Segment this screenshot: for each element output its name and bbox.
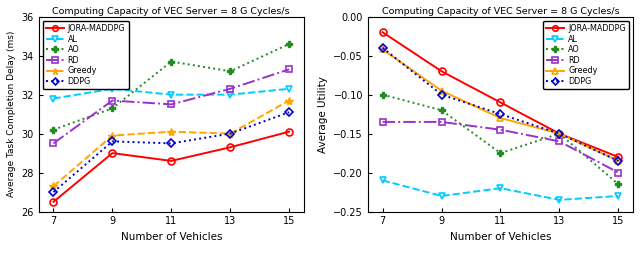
Y-axis label: Average Task Completion Delay (ms): Average Task Completion Delay (ms) bbox=[7, 31, 16, 197]
Y-axis label: Average Utility: Average Utility bbox=[317, 76, 328, 152]
Legend: JORA-MADDPG, AL, AO, RD, Greedy, DDPG: JORA-MADDPG, AL, AO, RD, Greedy, DDPG bbox=[543, 21, 629, 89]
X-axis label: Number of Vehicles: Number of Vehicles bbox=[120, 232, 222, 242]
Legend: JORA-MADDPG, AL, AO, RD, Greedy, DDPG: JORA-MADDPG, AL, AO, RD, Greedy, DDPG bbox=[43, 21, 129, 89]
Title: Computing Capacity of VEC Server = 8 G Cycles/s: Computing Capacity of VEC Server = 8 G C… bbox=[381, 7, 620, 16]
Title: Computing Capacity of VEC Server = 8 G Cycles/s: Computing Capacity of VEC Server = 8 G C… bbox=[52, 7, 290, 16]
X-axis label: Number of Vehicles: Number of Vehicles bbox=[450, 232, 551, 242]
